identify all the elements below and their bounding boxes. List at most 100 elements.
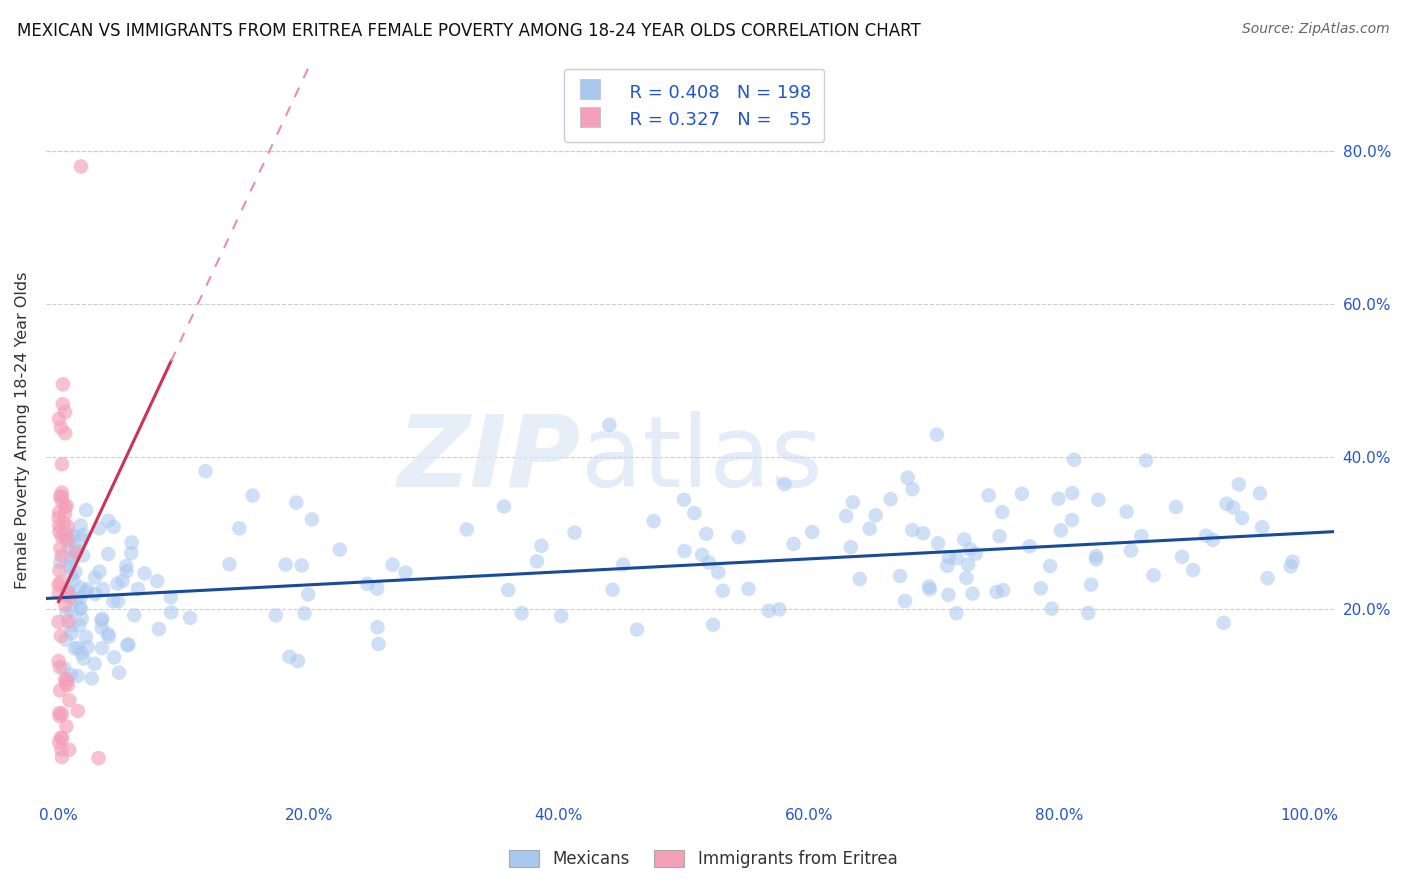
Point xyxy=(72,527,94,541)
Point xyxy=(1142,568,1164,582)
Point xyxy=(1257,571,1279,585)
Point xyxy=(1135,453,1157,467)
Point xyxy=(1195,529,1218,543)
Point xyxy=(58,584,80,599)
Point xyxy=(801,524,824,539)
Point xyxy=(97,547,120,561)
Point xyxy=(103,520,125,534)
Point xyxy=(48,735,70,749)
Point xyxy=(52,377,75,392)
Point xyxy=(146,574,169,589)
Point xyxy=(901,523,924,537)
Point xyxy=(179,611,201,625)
Point xyxy=(49,709,72,723)
Point xyxy=(76,582,98,597)
Point xyxy=(91,582,114,596)
Point xyxy=(1182,563,1205,577)
Point xyxy=(58,533,80,547)
Point xyxy=(134,566,156,581)
Point xyxy=(988,529,1011,543)
Point xyxy=(526,554,548,568)
Point xyxy=(1084,552,1107,566)
Point xyxy=(297,587,319,601)
Point xyxy=(69,591,91,605)
Point xyxy=(683,506,706,520)
Point xyxy=(51,731,73,746)
Point xyxy=(673,544,696,558)
Point xyxy=(115,564,138,578)
Point xyxy=(59,555,82,569)
Point xyxy=(727,530,749,544)
Point xyxy=(60,529,83,543)
Point xyxy=(56,585,79,599)
Point xyxy=(70,533,93,547)
Point xyxy=(1212,615,1234,630)
Point xyxy=(51,494,73,508)
Point xyxy=(49,541,72,556)
Point xyxy=(510,606,533,620)
Point xyxy=(72,651,94,665)
Point xyxy=(89,521,111,535)
Point xyxy=(48,505,70,519)
Point xyxy=(70,646,93,660)
Point xyxy=(75,503,97,517)
Point xyxy=(758,604,780,618)
Point xyxy=(550,609,572,624)
Point xyxy=(51,742,73,756)
Point xyxy=(108,665,131,680)
Point xyxy=(612,558,634,572)
Point xyxy=(285,495,308,509)
Point xyxy=(58,743,80,757)
Point xyxy=(48,654,70,668)
Point xyxy=(946,551,969,566)
Point xyxy=(1230,511,1253,525)
Point xyxy=(51,490,73,504)
Point xyxy=(51,485,73,500)
Point xyxy=(59,618,82,632)
Point xyxy=(83,657,105,671)
Point xyxy=(897,471,920,485)
Point xyxy=(53,426,76,441)
Point xyxy=(1040,601,1063,615)
Point xyxy=(59,591,82,605)
Point xyxy=(66,704,89,718)
Point xyxy=(962,586,984,600)
Point xyxy=(938,588,960,602)
Point xyxy=(367,637,389,651)
Point xyxy=(51,457,73,471)
Point xyxy=(53,405,76,419)
Point xyxy=(53,500,76,515)
Point xyxy=(1251,520,1274,534)
Point xyxy=(65,592,87,607)
Point xyxy=(48,524,70,539)
Point xyxy=(55,527,77,541)
Point xyxy=(564,525,586,540)
Point xyxy=(901,482,924,496)
Legend:   R = 0.408   N = 198,   R = 0.327   N =   55: R = 0.408 N = 198, R = 0.327 N = 55 xyxy=(564,69,824,142)
Point xyxy=(1164,500,1187,514)
Point xyxy=(456,523,478,537)
Point xyxy=(69,601,91,615)
Point xyxy=(48,518,70,533)
Point xyxy=(945,606,967,620)
Point xyxy=(66,669,89,683)
Point xyxy=(58,693,80,707)
Point xyxy=(264,608,287,623)
Point xyxy=(55,632,77,647)
Point xyxy=(75,630,97,644)
Point xyxy=(117,638,139,652)
Point xyxy=(49,575,72,590)
Point xyxy=(1011,487,1033,501)
Point xyxy=(695,526,717,541)
Point xyxy=(1062,486,1084,500)
Point xyxy=(59,667,82,681)
Point xyxy=(626,623,648,637)
Point xyxy=(991,583,1014,598)
Point xyxy=(1039,559,1062,574)
Point xyxy=(48,615,70,629)
Point xyxy=(602,582,624,597)
Point xyxy=(76,640,98,655)
Point xyxy=(991,505,1014,519)
Point xyxy=(55,673,77,687)
Point xyxy=(56,533,79,548)
